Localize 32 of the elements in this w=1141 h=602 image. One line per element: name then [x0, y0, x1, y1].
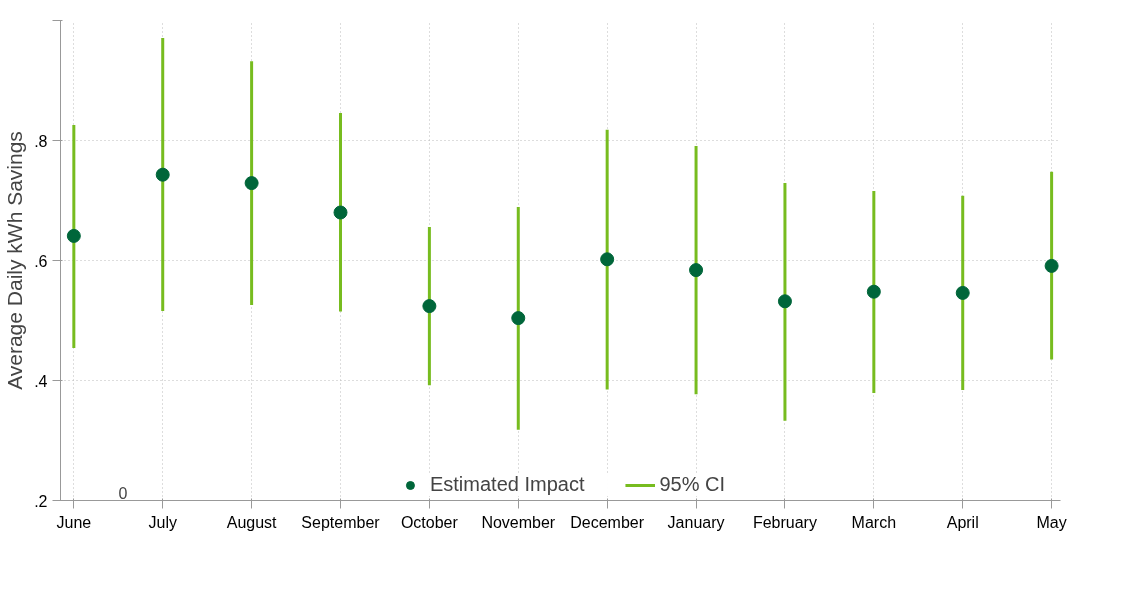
point [955, 285, 970, 300]
x-tick-label: May [1036, 513, 1067, 531]
point [600, 252, 615, 267]
point [1044, 258, 1059, 273]
y-tick-label: .4 [34, 372, 48, 390]
annotation: 0 [118, 484, 128, 502]
point [244, 176, 259, 191]
y-axis-title: Average Daily kWh Savings [3, 131, 27, 390]
x-tick-label: February [752, 513, 817, 531]
x-tick-label: November [481, 513, 556, 531]
point [66, 228, 81, 243]
legend-label: Estimated Impact [429, 473, 585, 496]
y-tick-label: .6 [34, 252, 48, 270]
x-tick-label: September [301, 513, 381, 531]
x-tick-label: October [400, 513, 459, 531]
y-tick-label: .8 [34, 132, 48, 150]
legend-label: 95% CI [659, 473, 726, 496]
point [777, 294, 792, 309]
point [155, 167, 170, 182]
point [422, 299, 437, 314]
x-tick-label: December [570, 513, 645, 531]
point [866, 284, 881, 299]
point [511, 311, 526, 326]
point [689, 263, 704, 278]
x-tick-label: January [667, 513, 725, 531]
x-tick-label: July [148, 513, 177, 531]
x-tick-label: June [56, 513, 92, 531]
y-tick-label: .2 [34, 492, 48, 510]
point [333, 205, 348, 220]
x-tick-label: March [851, 513, 897, 531]
x-tick-label: August [226, 513, 278, 531]
x-tick-label: April [946, 513, 979, 531]
